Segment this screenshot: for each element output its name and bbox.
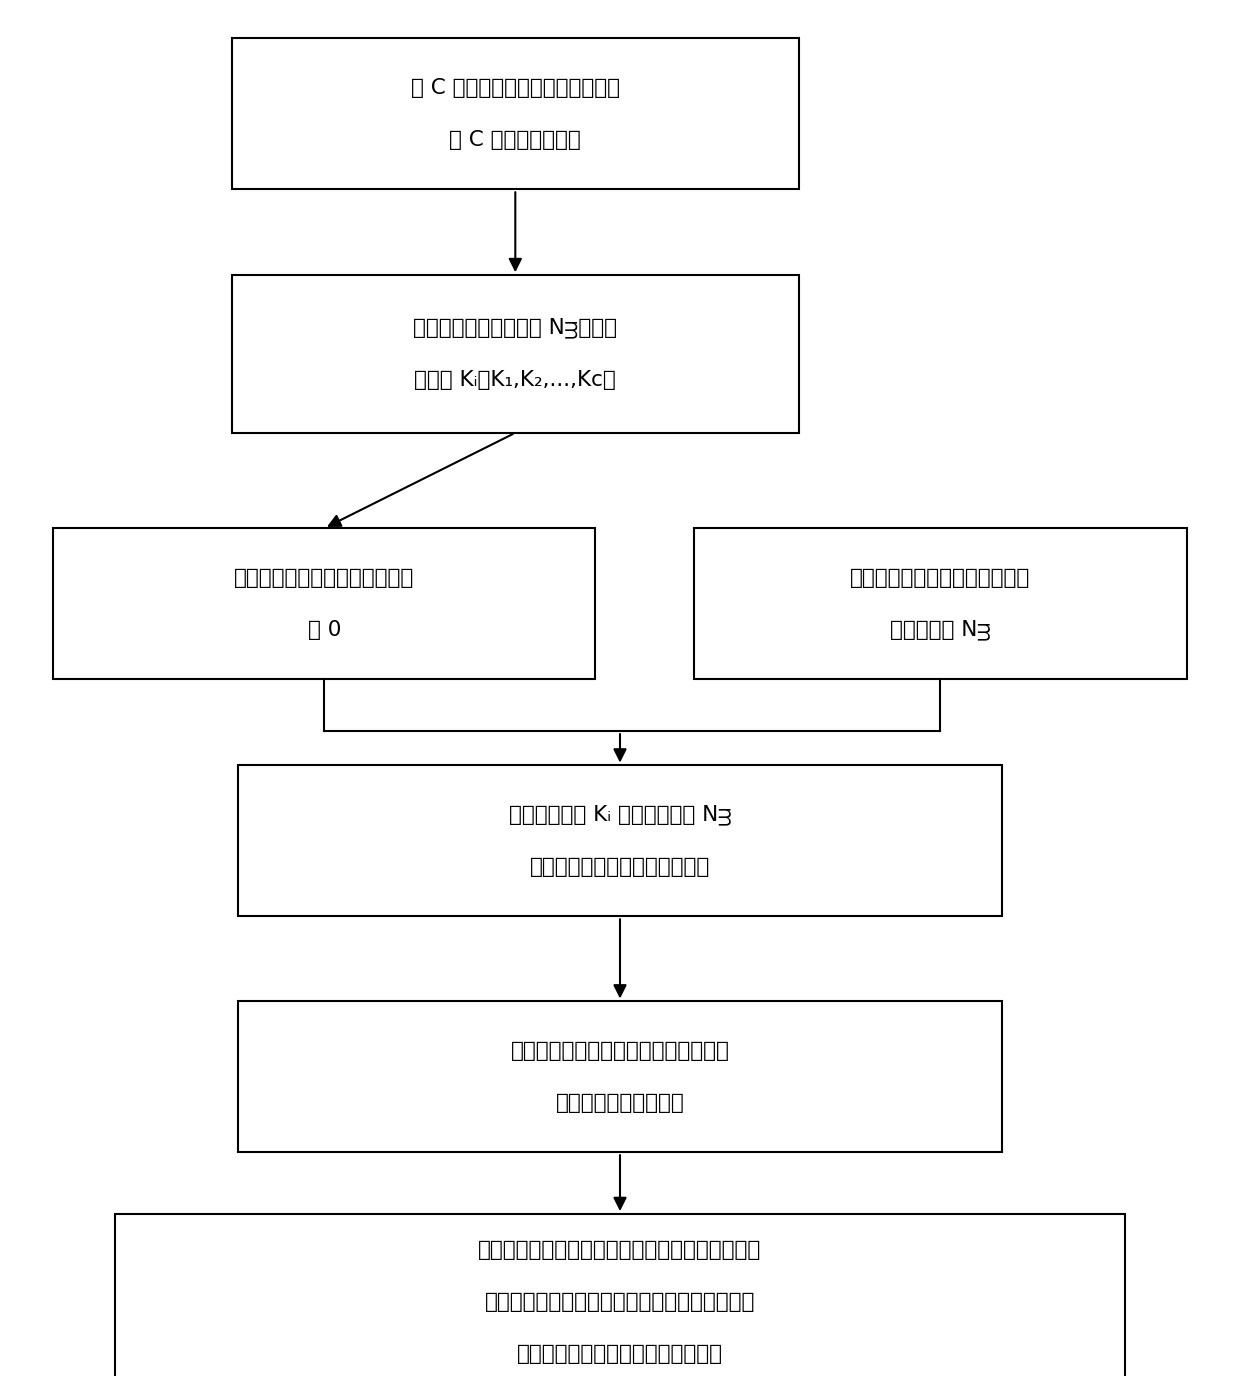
Text: 获得对应的基本色刺激 Nᴟ和同色: 获得对应的基本色刺激 Nᴟ和同色 bbox=[413, 317, 618, 338]
Text: 混合生成目标颜色的同色异谱色: 混合生成目标颜色的同色异谱色 bbox=[529, 857, 711, 876]
Bar bbox=[115, 1214, 1125, 1380]
Text: 验证同色异谱黑的三刺激值是否: 验证同色异谱黑的三刺激值是否 bbox=[234, 567, 414, 588]
Text: 对 C 个典型色彩样本进行采样，得: 对 C 个典型色彩样本进行采样，得 bbox=[410, 77, 620, 98]
Bar bbox=[694, 529, 1187, 679]
Text: 到 C 条标准颜色光谱: 到 C 条标准颜色光谱 bbox=[449, 130, 582, 150]
Text: 基本色刺激 Nᴟ: 基本色刺激 Nᴟ bbox=[890, 620, 991, 640]
Bar bbox=[232, 39, 799, 189]
Text: 计算在标准光源下的一般同色异谱指数，以一般同: 计算在标准光源下的一般同色异谱指数，以一般同 bbox=[479, 1239, 761, 1260]
Bar bbox=[238, 1002, 1002, 1152]
Text: 剥除同色异谱色集中不符合反射光谱物: 剥除同色异谱色集中不符合反射光谱物 bbox=[511, 1041, 729, 1061]
Text: 为 0: 为 0 bbox=[308, 620, 341, 640]
Text: 度，选取最具代表性的同色异谱光谱: 度，选取最具代表性的同色异谱光谱 bbox=[517, 1344, 723, 1363]
Text: 理意义的同色异谱光谱: 理意义的同色异谱光谱 bbox=[556, 1093, 684, 1112]
Text: 异谱黑 Kᵢ（K₁,K₂,...,Kᴄ）: 异谱黑 Kᵢ（K₁,K₂,...,Kᴄ） bbox=[414, 370, 616, 391]
Bar bbox=[238, 766, 1002, 916]
Bar bbox=[232, 275, 799, 433]
Text: 对目标色彩样本集进行采样获得: 对目标色彩样本集进行采样获得 bbox=[851, 567, 1030, 588]
Bar bbox=[53, 529, 595, 679]
Text: 色异谱指数最大化为依据评价光谱的同色异谱程: 色异谱指数最大化为依据评价光谱的同色异谱程 bbox=[485, 1292, 755, 1312]
Text: 将同色异谱黑 Kᵢ 与基本色刺激 Nᴟ: 将同色异谱黑 Kᵢ 与基本色刺激 Nᴟ bbox=[508, 805, 732, 825]
